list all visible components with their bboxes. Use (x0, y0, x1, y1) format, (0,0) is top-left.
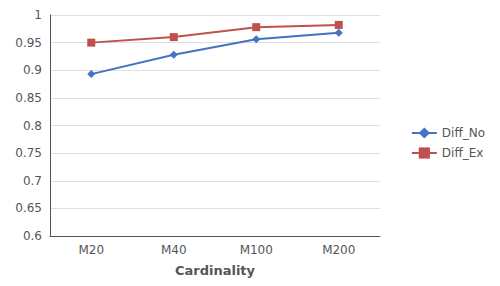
svg-text:0.7: 0.7 (23, 174, 42, 188)
svg-text:Diff_Ex: Diff_Ex (442, 146, 484, 160)
svg-text:1: 1 (34, 8, 42, 22)
svg-text:M100: M100 (240, 243, 273, 257)
svg-text:0.85: 0.85 (15, 91, 42, 105)
svg-text:0.6: 0.6 (23, 229, 42, 243)
svg-text:M40: M40 (161, 243, 187, 257)
svg-text:0.75: 0.75 (15, 146, 42, 160)
svg-text:Cardinality: Cardinality (175, 263, 256, 278)
svg-text:M20: M20 (78, 243, 104, 257)
svg-text:Diff_No: Diff_No (442, 126, 485, 140)
svg-text:0.95: 0.95 (15, 36, 42, 50)
svg-text:0.65: 0.65 (15, 201, 42, 215)
svg-text:0.9: 0.9 (23, 63, 42, 77)
svg-text:M200: M200 (322, 243, 355, 257)
svg-text:0.8: 0.8 (23, 119, 42, 133)
